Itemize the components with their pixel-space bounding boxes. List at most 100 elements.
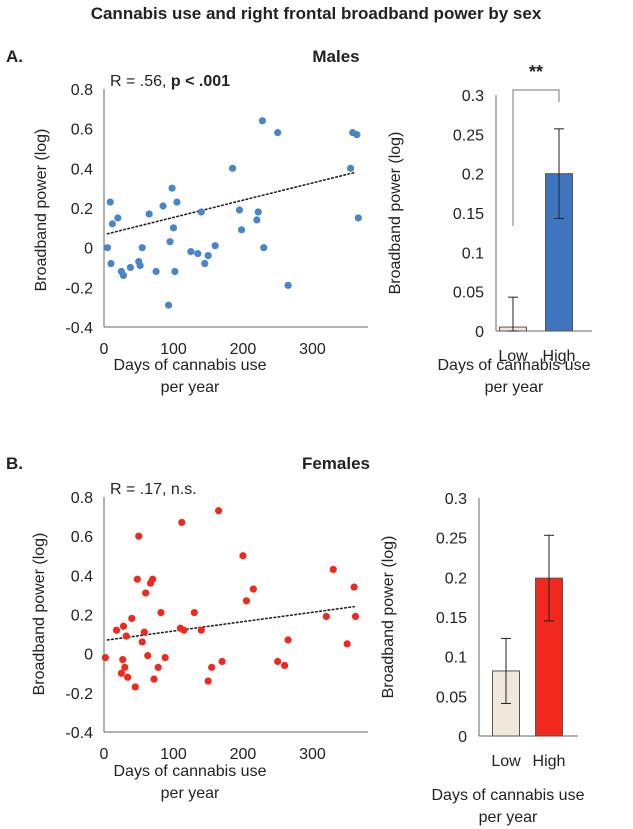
females-scatter-point [124,673,132,681]
females-scatter-point [154,663,162,671]
females-scatter-point [322,612,330,621]
figure-title: Cannabis use and right frontal broadband… [91,4,542,23]
males-scatter-point [169,224,178,232]
females-scatter-point [204,677,212,685]
females-scatter-point [351,612,360,621]
males-scatter-xtick-label: 300 [299,341,326,358]
males-title: Males [312,47,359,66]
males-scatter-ytick-label: -0.4 [65,320,93,337]
females-scatter-point [274,657,282,666]
males-scatter-point [107,259,115,268]
females-scatter-xtick-label: 100 [160,746,187,763]
females-scatter-point [178,518,186,527]
females-bar-ytick-label: 0.2 [445,570,467,587]
females-scatter-point [121,663,129,671]
males-scatter-point [145,210,153,218]
males-scatter-point [114,214,122,222]
males-scatter-point [171,267,179,276]
females-scatter-ytick-label: 0.6 [71,529,93,546]
females-scatter-xtick-label: 300 [299,746,326,763]
females-bar-ylabel: Broadband power (log) [380,536,397,699]
males-bar-significance-marker: ** [529,62,543,82]
males-scatter-point [260,244,268,252]
males-scatter-ytick-label: -0.2 [65,280,93,297]
males-scatter-ytick-label: 0.4 [71,161,93,178]
females-scatter-point [215,507,223,515]
males-scatter-point [138,244,146,252]
males-bar-xlabel-line1: Days of cannabis use [438,357,591,374]
males-scatter-plot: Broadband power (log) Days of cannabis u… [33,82,368,396]
females-scatter-point [157,608,165,617]
males-scatter-point [187,248,195,256]
females-scatter-point [343,640,351,648]
males-bar-ytick-label: 0.15 [453,206,484,223]
males-scatter-ytick-label: 0.2 [71,201,93,218]
males-scatter-point [211,242,219,250]
males-scatter-point [159,202,167,210]
males-bar-ytick-label: 0 [475,324,484,341]
males-stat: R = .56, p < .001 [110,73,230,90]
males-scatter-trendline [106,171,357,235]
males-scatter-ytick-label: 0 [84,241,93,258]
males-scatter-point [136,261,144,270]
females-scatter-point [284,636,292,644]
females-scatter-plot: Broadband power (log) Days of cannabis u… [31,490,368,802]
males-scatter-point [152,267,160,276]
females-scatter-xtick-label: 200 [230,746,257,763]
males-scatter-point [204,252,212,260]
males-scatter-point [347,164,355,172]
males-bar-significance-bracket [512,89,560,226]
females-bar-xlabel-line1: Days of cannabis use [432,787,585,804]
females-title: Females [302,454,370,473]
males-scatter-point [237,226,246,234]
females-scatter-point [197,626,205,634]
females-scatter-point [149,575,157,583]
males-scatter-point [166,238,174,246]
females-scatter-point [122,632,130,640]
females-scatter-ytick-label: 0.8 [71,490,93,507]
females-bar-category-label: Low [491,753,521,770]
females-scatter-point [350,583,358,591]
females-bar-chart: Broadband power (log) Days of cannabis u… [380,491,585,826]
females-scatter-ytick-label: -0.4 [65,725,93,742]
females-scatter-ytick-label: -0.2 [65,686,93,703]
females-scatter-xlabel-line2: per year [161,785,220,802]
females-stat: R = .17, n.s. [110,481,197,498]
females-stat-r: R = .17, n.s. [110,481,197,498]
males-bar-ytick-label: 0.2 [462,167,484,184]
females-bar-ytick-label: 0 [458,729,467,746]
males-scatter-point [194,250,202,258]
males-scatter-xtick-label: 0 [100,341,109,358]
males-bar-xlabel-line2: per year [485,379,544,396]
females-bar-ytick-label: 0.1 [445,650,467,667]
males-scatter-point [284,281,292,289]
males-bar-ytick-label: 0.3 [462,88,484,105]
females-scatter-ytick-label: 0.4 [71,568,93,585]
females-bar-ytick-label: 0.3 [445,491,467,508]
females-bar-category-label: High [533,753,566,770]
females-scatter-point [135,532,143,540]
males-bar-ytick-label: 0.25 [453,127,484,144]
males-scatter-xlabel-line1: Days of cannabis use [114,357,267,374]
males-scatter-point [197,208,205,216]
males-scatter-xtick-label: 100 [160,341,187,358]
females-scatter-point [281,661,289,670]
females-scatter-point [161,653,169,662]
males-scatter-point [254,208,262,216]
females-scatter-ytick-label: 0.2 [71,608,93,625]
females-scatter-point [142,589,150,597]
males-stat-r: R = .56, [110,73,171,90]
females-scatter-point [133,575,141,583]
females-scatter-point [150,675,158,683]
males-bar-category-label: High [543,348,576,365]
females-scatter-point [119,655,127,664]
females-scatter-point [112,626,121,634]
females-scatter-point [131,683,139,691]
females-scatter-point [101,653,109,662]
females-bar-ytick-label: 0.05 [436,689,467,706]
females-scatter-point [144,652,152,660]
females-scatter-point [190,608,198,617]
females-bar-xlabel-line2: per year [479,809,538,826]
males-scatter-point [108,220,116,228]
females-scatter-point [128,614,136,623]
